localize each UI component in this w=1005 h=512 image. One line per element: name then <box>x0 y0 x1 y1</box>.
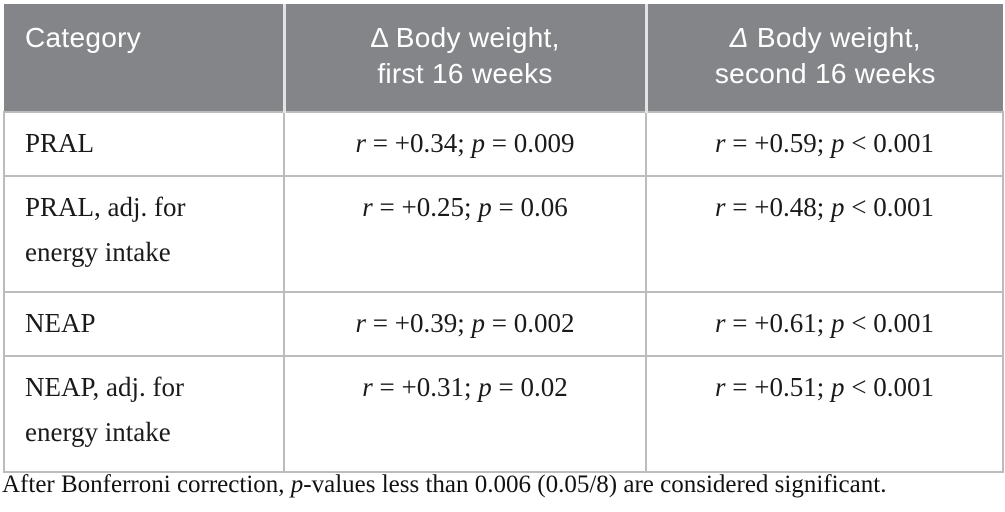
stat-cell-second16: r = +0.59; p < 0.001 <box>645 111 1004 177</box>
stat-cell-second16: r = +0.48; p < 0.001 <box>645 175 1004 293</box>
table-row-neap-adjusted: NEAP, adj. for energy intake r = +0.31; … <box>3 355 1004 473</box>
header-line: Δ Body weight, <box>729 22 921 53</box>
header-line: second 16 weeks <box>714 58 936 89</box>
header-line: first 16 weeks <box>377 58 553 89</box>
table-row-neap: NEAP r = +0.39; p = 0.002 r = +0.61; p <… <box>3 291 1004 357</box>
table-header: Category Δ Body weight, first 16 weeks Δ… <box>4 4 1003 112</box>
stat-cell-first16: r = +0.39; p = 0.002 <box>283 291 647 357</box>
stat-cell-first16: r = +0.31; p = 0.02 <box>283 355 647 473</box>
category-cell: PRAL, adj. for energy intake <box>3 175 285 293</box>
header-category: Category <box>4 4 284 112</box>
category-cell: NEAP <box>3 291 285 357</box>
header-delta-body-weight-second-16-weeks: Δ Body weight, second 16 weeks <box>644 4 1003 112</box>
correlations-table: Category Δ Body weight, first 16 weeks Δ… <box>3 4 1004 473</box>
table-footnote: After Bonferroni correction, p-values le… <box>2 471 887 498</box>
table-row-pral-adjusted: PRAL, adj. for energy intake r = +0.25; … <box>3 175 1004 293</box>
stat-cell-second16: r = +0.61; p < 0.001 <box>645 291 1004 357</box>
table-row-pral: PRAL r = +0.34; p = 0.009 r = +0.59; p <… <box>3 111 1004 177</box>
header-line: Δ Body weight, <box>370 22 560 53</box>
header-row: Category Δ Body weight, first 16 weeks Δ… <box>4 4 1003 112</box>
stat-cell-first16: r = +0.25; p = 0.06 <box>283 175 647 293</box>
table-body: PRAL r = +0.34; p = 0.009 r = +0.59; p <… <box>3 111 1004 473</box>
category-cell: PRAL <box>3 111 285 177</box>
header-delta-body-weight-first-16-weeks: Δ Body weight, first 16 weeks <box>282 4 646 112</box>
header-category-label: Category <box>25 22 142 53</box>
category-cell: NEAP, adj. for energy intake <box>3 355 285 473</box>
stat-cell-second16: r = +0.51; p < 0.001 <box>645 355 1004 473</box>
stat-cell-first16: r = +0.34; p = 0.009 <box>283 111 647 177</box>
